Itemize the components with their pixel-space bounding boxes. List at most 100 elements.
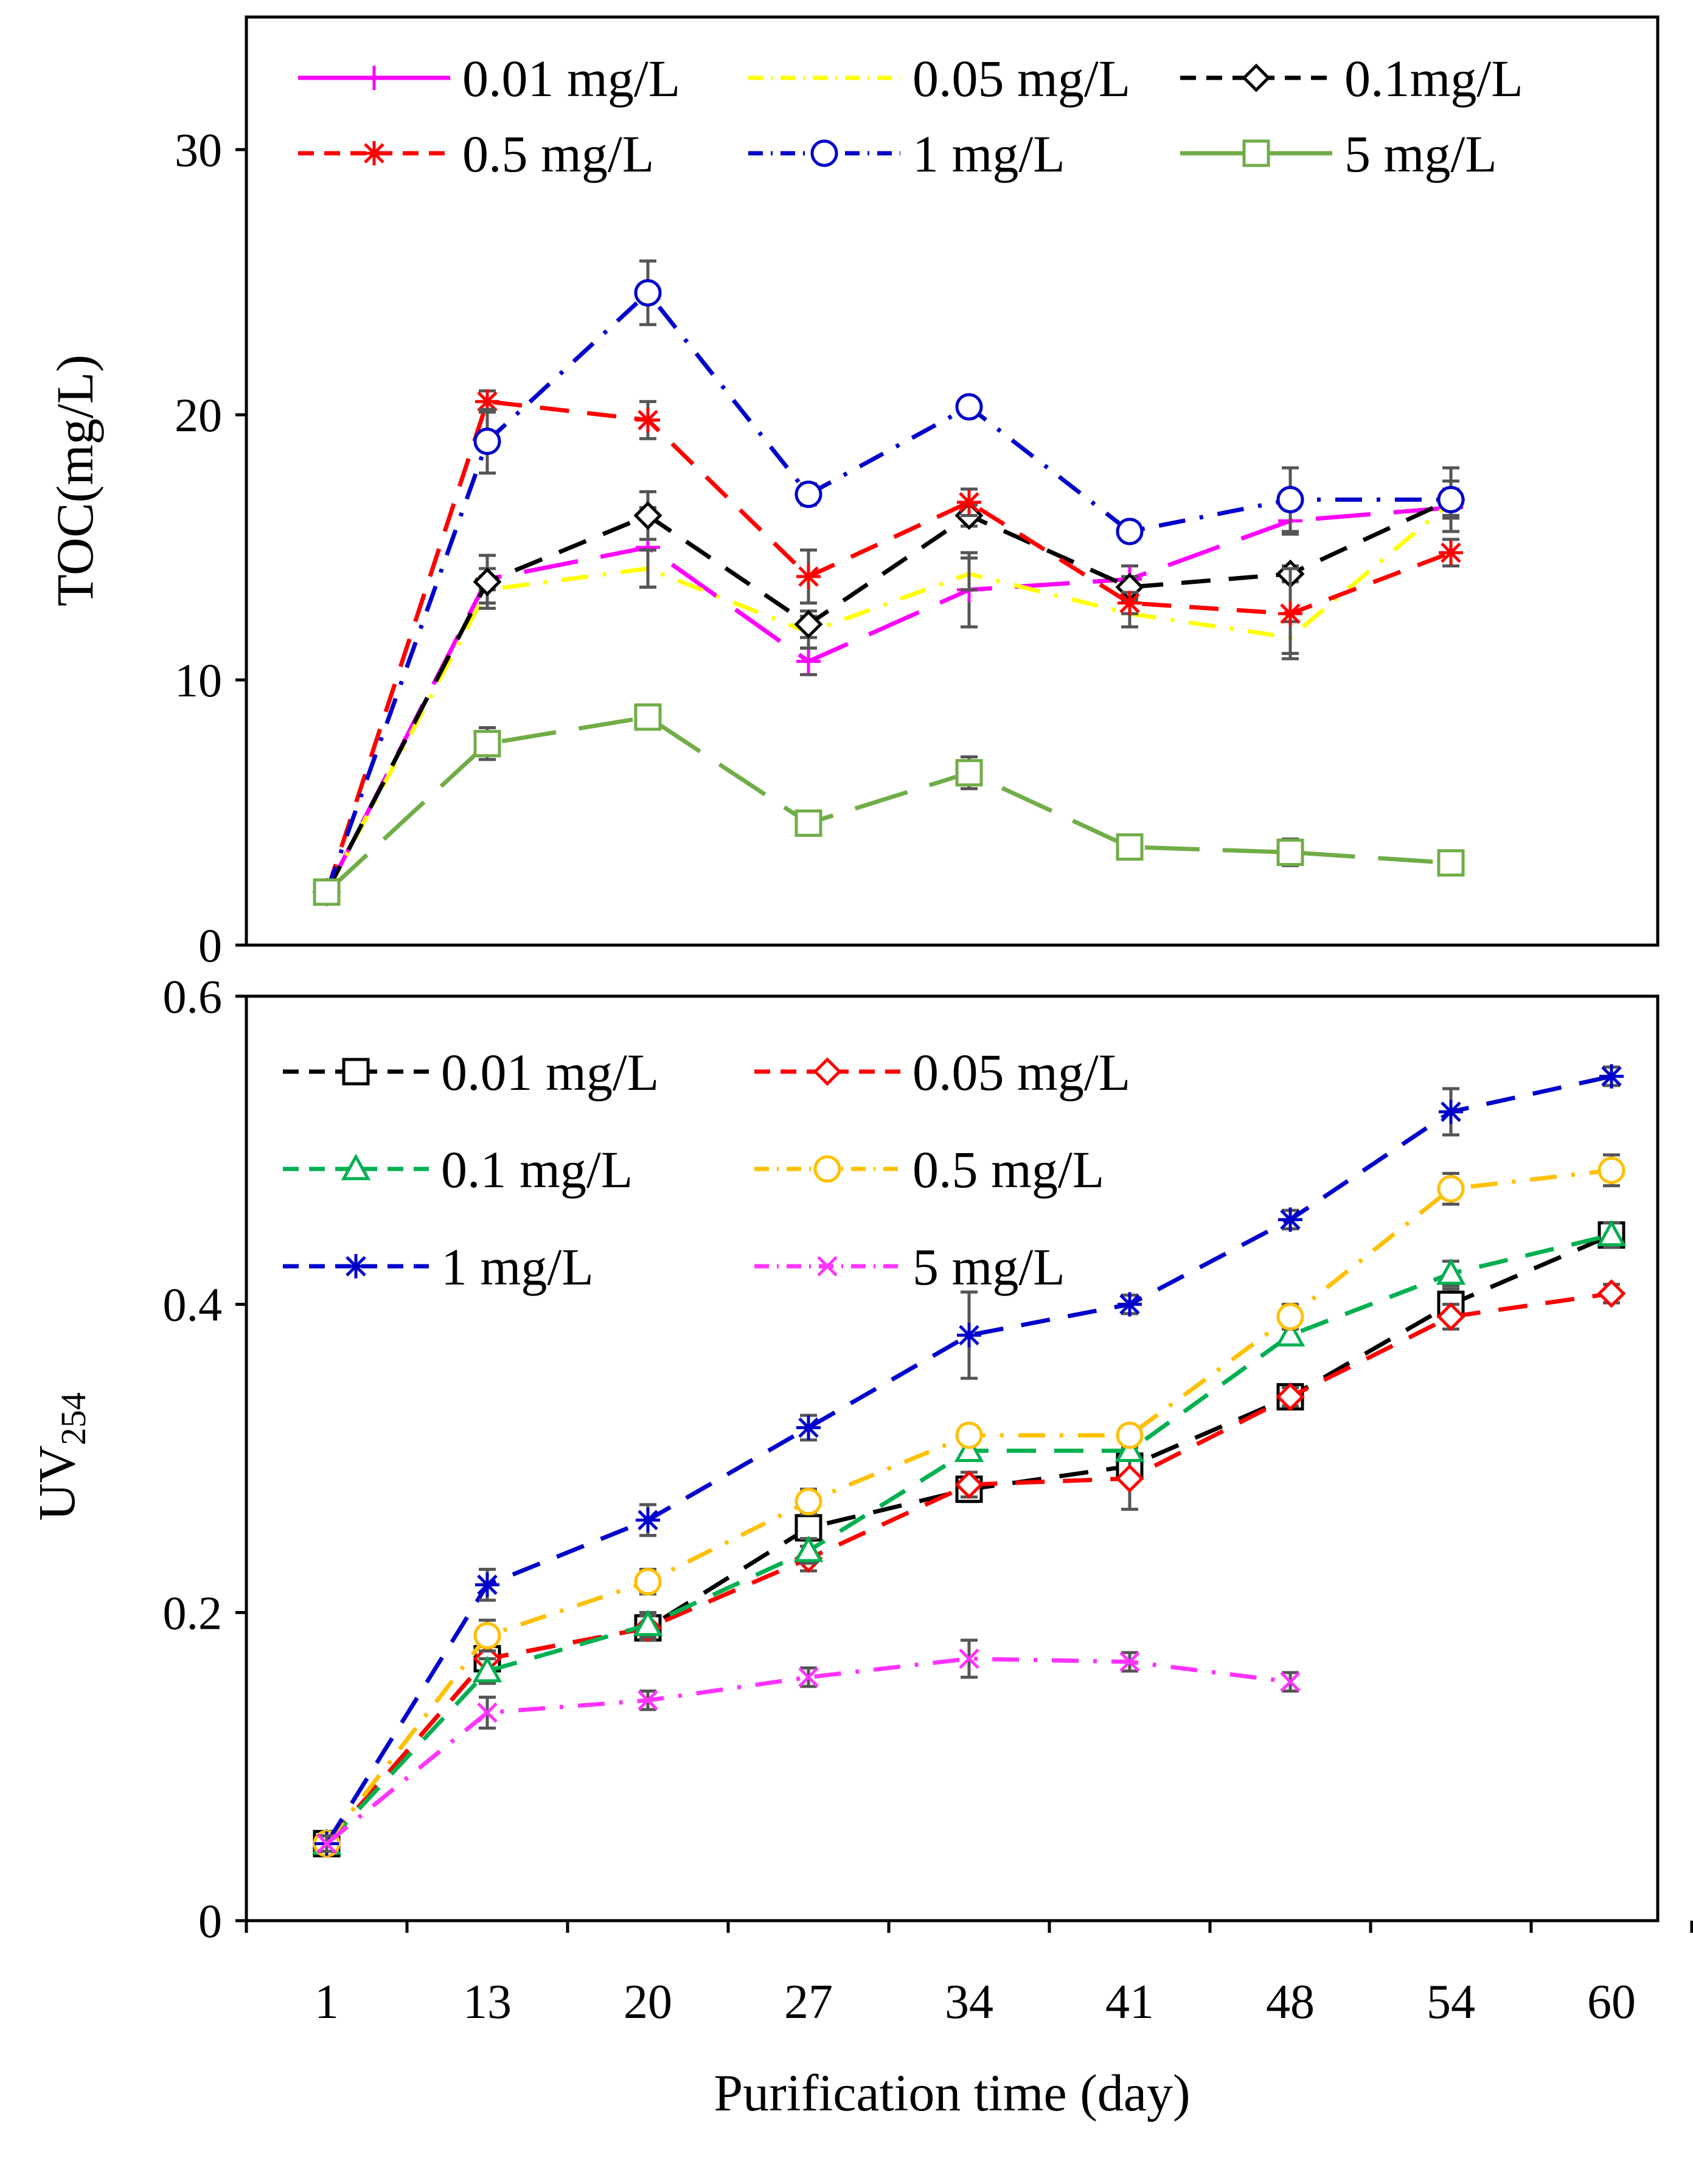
toc-series-5-mg-l-point-0 [313, 878, 341, 906]
uv-legend-entry-0-05-mg-l-label: 0.05 mg/L [913, 1043, 1130, 1101]
uv-series-0-1-mg-l-point-6 [1275, 1320, 1305, 1347]
uv-series-0-5-mg-l-point-4 [955, 1421, 983, 1449]
uv-series-0-5-mg-l-point-3 [794, 1488, 822, 1516]
uv-series-0-05-mg-l-point-5 [1115, 1464, 1144, 1493]
uv-y-ticks [235, 994, 246, 1922]
toc-legend-entry-5-mg-l-marker [1242, 139, 1270, 167]
uv-series-group [311, 1064, 1627, 1858]
toc-legend-entry-1-mg-l-marker [810, 139, 838, 167]
toc-series-1-mg-l-point-3 [794, 480, 822, 508]
x-tick-label-60: 60 [1587, 1975, 1636, 2029]
toc-series-1-mg-l-point-5 [1116, 518, 1144, 546]
uv-series-1-mg-l-point-3 [796, 1415, 821, 1440]
uv-panel: 0 0.2 0.4 0.6 1 13 20 27 34 41 48 54 60 UV254 Purif… [27, 970, 1693, 2122]
x-axis-label: Purification time (day) [714, 2064, 1190, 2122]
uv-series-0-05-mg-l-point-6 [1276, 1382, 1305, 1412]
uv-y-axis-label: UV254 [27, 1392, 93, 1520]
toc-series-1-mg-l-point-4 [955, 393, 983, 421]
x-tick-label-13: 13 [463, 1975, 512, 2029]
toc-legend-entry-5-mg-l-label: 5 mg/L [1344, 125, 1497, 183]
toc-series-5-mg-l-point-6 [1276, 838, 1304, 866]
toc-series-1-mg-l-point-7 [1437, 486, 1465, 514]
uv-y-axis-label-main: UV [27, 1445, 86, 1520]
uv-series-0-05-mg-l-point-7 [1436, 1302, 1465, 1331]
toc-legend-entry-0-5-mg-l: 0.5 mg/L [298, 125, 654, 183]
toc-legend-entry-0-05-mg-l: 0.05 mg/L [748, 49, 1130, 108]
uv-plot-frame [245, 994, 1660, 1922]
toc-series-0-05-mg-l-line [324, 501, 1453, 893]
toc-series-0-5-mg-l-point-6 [1278, 601, 1302, 626]
uv-legend-entry-0-01-mg-l-label: 0.01 mg/L [441, 1043, 659, 1101]
toc-legend-entry-0-1mg-l: 0.1mg/L [1180, 49, 1523, 108]
toc-series-0-5-mg-l-point-1 [475, 389, 499, 414]
toc-panel: 0 10 20 30 TOC(mg/L) 0.01 mg/L 0.05 mg/L 0.1m… [46, 15, 1660, 972]
toc-series-0-5-mg-l-line [324, 399, 1452, 893]
toc-series-5-mg-l-point-4 [955, 759, 983, 787]
uv-legend-entry-0-1-mg-l-marker [341, 1153, 371, 1180]
uv-series-0-5-mg-l-point-5 [1116, 1421, 1144, 1449]
uv-legend-entry-1-mg-l-marker [344, 1254, 368, 1278]
uv-legend-entry-5-mg-l-label: 5 mg/L [913, 1238, 1065, 1296]
toc-series-5-mg-l-point-3 [794, 809, 822, 837]
x-tick-label-1: 1 [315, 1975, 339, 2029]
uv-y-tick-label-2: 0.4 [163, 1278, 223, 1331]
uv-legend-entry-1-mg-l: 1 mg/L [283, 1238, 594, 1296]
uv-legend-entry-0-5-mg-l-label: 0.5 mg/L [913, 1140, 1104, 1199]
uv-series-0-1-mg-l-point-2 [633, 1609, 663, 1637]
uv-series-0-5-mg-l-point-7 [1437, 1175, 1465, 1203]
uv-series-1-mg-l-point-4 [957, 1323, 981, 1348]
x-tick-label-48: 48 [1266, 1975, 1315, 2029]
uv-series-1-mg-l-point-6 [1278, 1207, 1302, 1232]
uv-legend-entry-0-01-mg-l: 0.01 mg/L [283, 1043, 659, 1101]
uv-series-0-1-mg-l-point-4 [954, 1435, 984, 1462]
toc-series-0-05-mg-l-errorbar-4 [961, 556, 978, 592]
toc-legend-entry-0-5-mg-l-marker [362, 141, 386, 165]
toc-legend-entry-0-5-mg-l-label: 0.5 mg/L [462, 125, 654, 183]
toc-legend-entry-0-05-mg-l-label: 0.05 mg/L [913, 49, 1130, 108]
uv-series-5-mg-l-point-5 [1119, 1651, 1140, 1673]
toc-legend-entry-0-01-mg-l-label: 0.01 mg/L [462, 49, 680, 108]
x-tick-label-41: 41 [1105, 1975, 1154, 2029]
uv-series-0-1-mg-l [311, 1219, 1627, 1855]
toc-legend-entry-0-1mg-l-marker [1242, 63, 1271, 92]
toc-legend-entry-5-mg-l: 5 mg/L [1180, 125, 1497, 183]
uv-legend-entry-0-01-mg-l-marker [342, 1058, 370, 1086]
toc-legend-entry-0-01-mg-l-marker [362, 66, 386, 90]
toc-series-1-mg-l-point-6 [1276, 486, 1304, 514]
toc-legend-entry-0-01-mg-l: 0.01 mg/L [298, 49, 680, 108]
uv-series-5-mg-l-point-6 [1280, 1671, 1301, 1693]
uv-legend-entry-0-1-mg-l-label: 0.1 mg/L [441, 1140, 633, 1199]
toc-series-5-mg-l-line [325, 715, 1451, 894]
uv-series-0-1-mg-l-point-1 [472, 1655, 502, 1683]
uv-series-5-mg-l-point-0 [316, 1833, 337, 1854]
uv-series-0-1-mg-l-point-7 [1436, 1258, 1466, 1285]
toc-series-5-mg-l-point-2 [634, 703, 662, 731]
toc-series-5-mg-l [313, 703, 1465, 906]
x-tick-label-34: 34 [945, 1975, 993, 2029]
toc-series-1-mg-l-point-1 [473, 428, 501, 456]
toc-series-0-1mg-l-point-3 [794, 609, 823, 639]
toc-y-tick-label-2: 20 [175, 389, 222, 442]
toc-series-1-mg-l-line [324, 290, 1451, 893]
toc-y-tick-label-0: 0 [198, 919, 222, 972]
uv-legend-entry-0-05-mg-l-marker [813, 1057, 842, 1086]
uv-y-tick-label-3: 0.6 [163, 970, 223, 1023]
toc-series-0-5-mg-l-point-7 [1439, 540, 1463, 565]
toc-series-group [312, 259, 1465, 907]
uv-series-1-mg-l-point-2 [636, 1508, 660, 1533]
uv-series-0-5-mg-l-point-6 [1276, 1303, 1304, 1331]
toc-plot-frame [245, 15, 1660, 947]
uv-series-0-5-mg-l-point-1 [473, 1621, 501, 1649]
toc-series-0-5-mg-l-point-4 [957, 490, 981, 515]
uv-legend-entry-5-mg-l: 5 mg/L [754, 1238, 1065, 1296]
toc-series-0-5-mg-l-point-3 [796, 564, 821, 589]
toc-legend-entry-0-1mg-l-label: 0.1mg/L [1344, 49, 1523, 108]
uv-series-1-mg-l-point-8 [1599, 1064, 1624, 1089]
toc-series-5-mg-l-point-1 [473, 730, 501, 758]
toc-y-tick-label-3: 30 [175, 123, 222, 176]
uv-legend-entry-0-5-mg-l-marker [813, 1155, 841, 1183]
uv-y-tick-label-1: 0.2 [163, 1586, 223, 1639]
uv-y-tick-labels: 0 0.2 0.4 0.6 [163, 970, 223, 1947]
x-axis-ticks [245, 1921, 1693, 1933]
